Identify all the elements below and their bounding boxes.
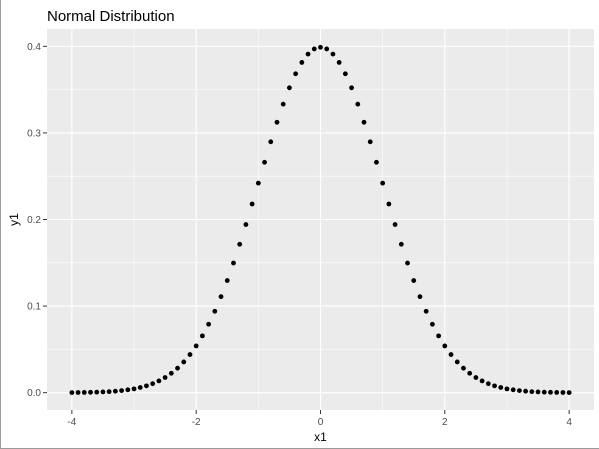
data-point <box>274 119 280 125</box>
x-tick-label: -4 <box>67 417 76 428</box>
data-point <box>541 389 547 395</box>
y-tick-label: 0.4 <box>27 42 41 53</box>
data-point <box>162 375 168 380</box>
data-point <box>548 389 553 395</box>
data-point <box>467 370 473 376</box>
data-point <box>318 44 323 50</box>
x-tick-label: 0 <box>318 417 324 428</box>
data-point <box>386 201 392 207</box>
data-point <box>218 294 224 300</box>
data-point <box>479 378 485 384</box>
data-point <box>566 390 572 395</box>
data-point <box>498 385 504 390</box>
data-point <box>411 278 417 283</box>
y-tick-label: 0.1 <box>27 302 41 313</box>
data-point <box>342 71 348 77</box>
y-tick-label: 0.3 <box>27 128 41 139</box>
data-point <box>423 308 429 314</box>
data-point <box>330 51 336 57</box>
data-point <box>336 60 342 65</box>
data-point <box>69 390 75 395</box>
data-point <box>504 386 510 392</box>
data-point <box>417 294 423 300</box>
data-point <box>94 389 100 395</box>
data-point <box>442 343 448 349</box>
data-point <box>280 101 286 107</box>
data-point <box>112 388 118 394</box>
data-point <box>156 378 162 384</box>
data-point <box>88 389 93 395</box>
x-tick-label: 2 <box>442 417 448 428</box>
data-point <box>517 388 522 394</box>
data-point <box>299 60 305 65</box>
data-point <box>554 390 560 395</box>
data-point <box>349 85 354 91</box>
data-point <box>237 241 243 247</box>
data-point <box>535 389 541 395</box>
data-point <box>429 321 435 327</box>
data-point <box>268 139 274 145</box>
data-point <box>529 389 535 395</box>
data-point <box>510 387 516 393</box>
data-point <box>249 201 255 207</box>
data-point <box>125 387 131 393</box>
data-point <box>398 241 404 247</box>
data-point <box>448 352 454 357</box>
y-axis-label: y1 <box>7 213 21 226</box>
data-point <box>523 388 529 394</box>
data-point <box>380 180 386 186</box>
data-point <box>150 381 156 387</box>
data-point <box>436 333 442 339</box>
y-tick-label: 0.2 <box>27 215 41 226</box>
x-tick-label: -2 <box>192 417 201 428</box>
data-point <box>374 159 379 165</box>
data-point <box>181 359 187 365</box>
data-point <box>262 159 267 165</box>
data-point <box>485 381 491 387</box>
data-point <box>212 308 218 314</box>
data-point <box>206 321 212 327</box>
data-points <box>69 44 572 395</box>
data-point <box>405 260 410 266</box>
data-point <box>137 385 143 390</box>
data-point <box>324 46 330 52</box>
data-point <box>492 383 497 389</box>
data-point <box>461 365 466 371</box>
data-point <box>199 333 205 339</box>
data-point <box>75 390 81 395</box>
data-point <box>361 119 367 125</box>
x-axis-label: x1 <box>314 430 327 444</box>
data-point <box>243 222 249 227</box>
data-point <box>293 71 299 77</box>
data-point <box>224 278 230 283</box>
data-point <box>392 222 398 227</box>
data-point <box>560 390 566 395</box>
data-point <box>187 352 193 357</box>
data-point <box>168 370 174 376</box>
data-point <box>305 51 311 57</box>
data-point <box>100 389 106 395</box>
data-point <box>311 46 317 52</box>
data-point <box>193 343 199 349</box>
data-point <box>255 180 261 186</box>
data-point <box>119 388 124 394</box>
data-point <box>175 365 180 371</box>
data-point <box>81 390 87 395</box>
y-tick-label: 0.0 <box>27 388 41 399</box>
data-point <box>454 359 460 365</box>
data-point <box>473 375 479 380</box>
x-axis-ticks: -4 -2 0 2 4 <box>67 410 572 428</box>
data-point <box>355 101 361 107</box>
data-point <box>144 383 149 389</box>
x-tick-label: 4 <box>566 417 572 428</box>
data-point <box>367 139 373 145</box>
data-point <box>131 386 137 392</box>
y-axis-ticks: 0.0 0.1 0.2 0.3 0.4 <box>27 42 47 399</box>
data-point <box>231 260 236 266</box>
chart-title: Normal Distribution <box>47 8 175 25</box>
data-point <box>106 389 112 395</box>
data-point <box>287 85 292 91</box>
